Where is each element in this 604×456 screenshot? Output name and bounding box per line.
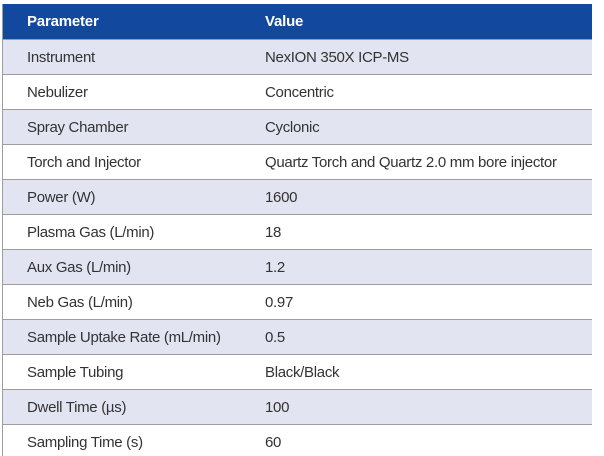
value-cell: Cyclonic <box>265 118 320 136</box>
table-row: Aux Gas (L/min) 1.2 <box>3 249 592 284</box>
parameter-cell: Sample Tubing <box>27 363 124 381</box>
value-cell: 100 <box>265 398 290 416</box>
value-cell: Quartz Torch and Quartz 2.0 mm bore inje… <box>265 153 557 171</box>
value-cell: 0.97 <box>265 293 293 311</box>
parameter-cell: Plasma Gas (L/min) <box>27 223 155 241</box>
value-cell: 60 <box>265 433 282 451</box>
parameter-cell: Dwell Time (µs) <box>27 398 127 416</box>
parameter-cell: Sampling Time (s) <box>27 433 143 451</box>
table-row: Instrument NexION 350X ICP-MS <box>3 39 592 74</box>
table-header-row: Parameter Value <box>3 4 592 39</box>
column-header-parameter: Parameter <box>27 13 99 30</box>
table-row: Neb Gas (L/min) 0.97 <box>3 284 592 319</box>
parameter-cell: Torch and Injector <box>27 153 141 171</box>
value-cell: 1600 <box>265 188 298 206</box>
parameter-cell: Aux Gas (L/min) <box>27 258 131 276</box>
value-cell: 0.5 <box>265 328 285 346</box>
table-row: Plasma Gas (L/min) 18 <box>3 214 592 249</box>
parameter-cell: Neb Gas (L/min) <box>27 293 133 311</box>
parameter-cell: Power (W) <box>27 188 96 206</box>
value-cell: Black/Black <box>265 363 340 381</box>
parameter-cell: Sample Uptake Rate (mL/min) <box>27 328 221 346</box>
table-row: Sampling Time (s) 60 <box>3 424 592 456</box>
parameter-cell: Spray Chamber <box>27 118 129 136</box>
value-cell: NexION 350X ICP-MS <box>265 48 409 66</box>
parameters-table: Parameter Value Instrument NexION 350X IC… <box>2 4 592 456</box>
value-cell: Concentric <box>265 83 334 101</box>
value-cell: 18 <box>265 223 282 241</box>
parameter-cell: Nebulizer <box>27 83 88 101</box>
table-row: Sample Tubing Black/Black <box>3 354 592 389</box>
column-header-value: Value <box>265 13 304 30</box>
table-row: Torch and Injector Quartz Torch and Quart… <box>3 144 592 179</box>
table-row: Power (W) 1600 <box>3 179 592 214</box>
table-row: Dwell Time (µs) 100 <box>3 389 592 424</box>
value-cell: 1.2 <box>265 258 285 276</box>
table-row: Sample Uptake Rate (mL/min) 0.5 <box>3 319 592 354</box>
parameter-cell: Instrument <box>27 48 95 66</box>
table-row: Spray Chamber Cyclonic <box>3 109 592 144</box>
table-body: Instrument NexION 350X ICP-MS Nebulizer Con… <box>3 39 592 456</box>
table-row: Nebulizer Concentric <box>3 74 592 109</box>
